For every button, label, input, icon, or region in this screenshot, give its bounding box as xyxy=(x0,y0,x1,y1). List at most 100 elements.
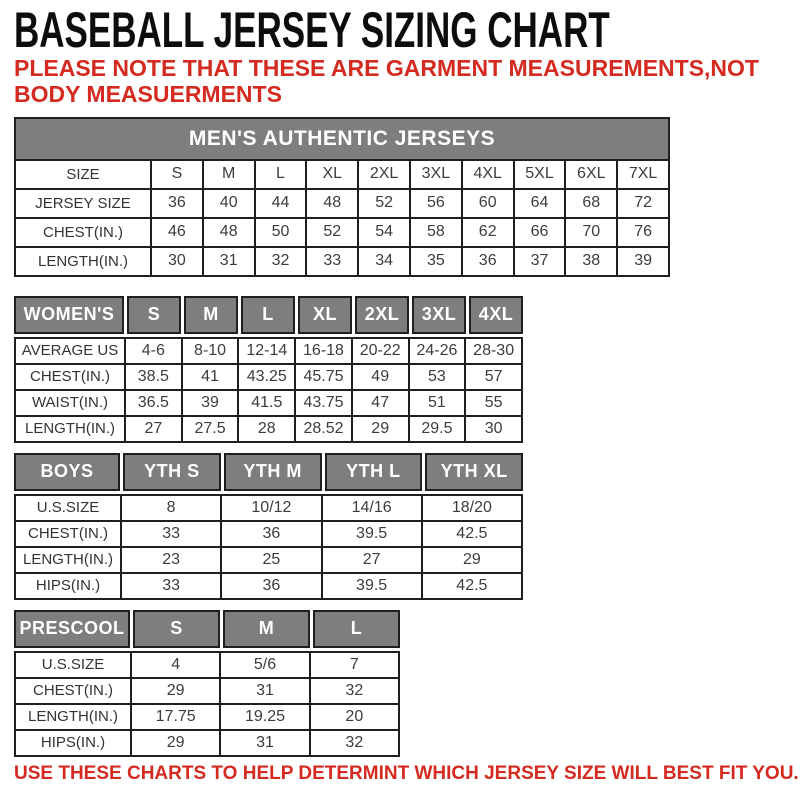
size-value: 41 xyxy=(182,364,240,391)
column-header: 2XL xyxy=(355,295,409,334)
size-value: 28 xyxy=(239,416,297,443)
size-value: 56 xyxy=(410,189,463,219)
size-value: 36 xyxy=(222,521,323,548)
boys-size-table: BOYS YTH S YTH M YTH L YTH XL U.S.SIZE 8 10/12 1… xyxy=(14,452,523,600)
row-label: CHEST(IN.) xyxy=(16,678,132,705)
size-value: 4 xyxy=(132,652,222,679)
size-value: 39 xyxy=(182,390,240,417)
size-value: 29.5 xyxy=(409,416,467,443)
size-value: 32 xyxy=(310,730,400,757)
size-value: 31 xyxy=(221,678,311,705)
size-value: 8 xyxy=(122,495,223,522)
size-value: 36 xyxy=(152,189,204,219)
column-header: S xyxy=(127,295,181,334)
size-value: 42.5 xyxy=(422,573,523,600)
size-value: 3XL xyxy=(410,160,463,190)
size-value: 4-6 xyxy=(126,338,183,365)
row-label: U.S.SIZE xyxy=(16,495,122,522)
size-value: 53 xyxy=(409,364,467,391)
size-value: 24-26 xyxy=(409,338,467,365)
column-header: YTH S xyxy=(123,452,221,491)
size-value: 7 xyxy=(310,652,400,679)
prescool-header-row: PRESCOOL S M L xyxy=(14,609,400,648)
size-value: 32 xyxy=(310,678,400,705)
size-value: 20-22 xyxy=(352,338,410,365)
size-value: 29 xyxy=(132,730,222,757)
size-value: 70 xyxy=(566,218,619,248)
womens-size-table: WOMEN'S S M L XL 2XL 3XL 4XL AVERAGE US 4-6 8-10 12… xyxy=(14,295,523,443)
size-value: 8-10 xyxy=(182,338,240,365)
size-value: 45.75 xyxy=(296,364,353,391)
prescool-table-name: PRESCOOL xyxy=(14,609,130,648)
size-value: 33 xyxy=(122,573,223,600)
size-value: 46 xyxy=(152,218,204,248)
row-label: WAIST(IN.) xyxy=(16,390,126,417)
column-header: XL xyxy=(298,295,352,334)
mens-size-table: MEN'S AUTHENTIC JERSEYS SIZE S M L XL 2XL 3XL 4X… xyxy=(14,116,670,277)
size-value: 68 xyxy=(566,189,619,219)
size-value: 66 xyxy=(514,218,567,248)
mens-table-body: SIZE S M L XL 2XL 3XL 4XL 5XL 6XL 7XL JERSEY SIZE 36… xyxy=(14,158,670,277)
size-value: 20 xyxy=(310,704,400,731)
size-value: 33 xyxy=(122,521,223,548)
size-value: 17.75 xyxy=(132,704,222,731)
size-value: S xyxy=(152,160,204,190)
column-header: M xyxy=(184,295,238,334)
column-header: S xyxy=(133,609,220,648)
row-label: HIPS(IN.) xyxy=(16,730,132,757)
prescool-size-table: PRESCOOL S M L U.S.SIZE 4 5/6 7 CHEST(IN.) 29 31 32… xyxy=(14,609,400,757)
size-value: 48 xyxy=(307,189,360,219)
size-value: 42.5 xyxy=(422,521,523,548)
size-value: 28-30 xyxy=(466,338,523,365)
size-value: 4XL xyxy=(462,160,515,190)
size-value: 2XL xyxy=(359,160,411,190)
size-value: 7XL xyxy=(618,160,670,190)
row-label: AVERAGE US xyxy=(16,338,126,365)
size-value: 36 xyxy=(222,573,323,600)
size-value: 34 xyxy=(359,247,411,277)
size-value: 44 xyxy=(255,189,308,219)
size-value: 72 xyxy=(618,189,670,219)
column-header: YTH XL xyxy=(425,452,523,491)
row-label: JERSEY SIZE xyxy=(16,189,152,219)
size-value: 54 xyxy=(359,218,411,248)
boys-table-body: U.S.SIZE 8 10/12 14/16 18/20 CHEST(IN.) 33 36 39… xyxy=(14,493,523,600)
size-value: 10/12 xyxy=(222,495,323,522)
size-value: 58 xyxy=(410,218,463,248)
size-value: 47 xyxy=(352,390,410,417)
row-label: CHEST(IN.) xyxy=(16,521,122,548)
size-value: 43.25 xyxy=(239,364,297,391)
size-value: 38.5 xyxy=(126,364,183,391)
size-value: 14/16 xyxy=(322,495,423,522)
row-label: SIZE xyxy=(16,160,152,190)
size-value: 62 xyxy=(462,218,515,248)
row-label: CHEST(IN.) xyxy=(16,218,152,248)
size-value: 27 xyxy=(322,547,423,574)
size-value: 27.5 xyxy=(182,416,240,443)
prescool-table-body: U.S.SIZE 4 5/6 7 CHEST(IN.) 29 31 32 LENGTH(IN.)… xyxy=(14,650,400,757)
column-header: YTH M xyxy=(223,452,322,491)
row-label: LENGTH(IN.) xyxy=(16,704,132,731)
size-value: 39.5 xyxy=(322,521,423,548)
size-value: L xyxy=(255,160,308,190)
size-value: XL xyxy=(307,160,360,190)
size-value: 40 xyxy=(203,189,256,219)
garment-measurement-note: PLEASE NOTE THAT THESE ARE GARMENT MEASU… xyxy=(14,55,759,107)
fit-advice-note: USE THESE CHARTS TO HELP DETERMINT WHICH… xyxy=(14,762,799,784)
column-header: 3XL xyxy=(412,295,466,334)
size-value: 60 xyxy=(462,189,515,219)
size-value: 52 xyxy=(359,189,411,219)
size-value: M xyxy=(203,160,256,190)
size-value: 57 xyxy=(466,364,523,391)
row-label: LENGTH(IN.) xyxy=(16,247,152,277)
size-value: 31 xyxy=(221,730,311,757)
womens-table-name: WOMEN'S xyxy=(14,295,124,334)
size-value: 33 xyxy=(307,247,360,277)
size-value: 28.52 xyxy=(296,416,353,443)
size-value: 19.25 xyxy=(221,704,311,731)
size-value: 5XL xyxy=(514,160,567,190)
boys-header-row: BOYS YTH S YTH M YTH L YTH XL xyxy=(14,452,523,491)
column-header: M xyxy=(223,609,310,648)
size-value: 12-14 xyxy=(239,338,297,365)
size-value: 30 xyxy=(466,416,523,443)
